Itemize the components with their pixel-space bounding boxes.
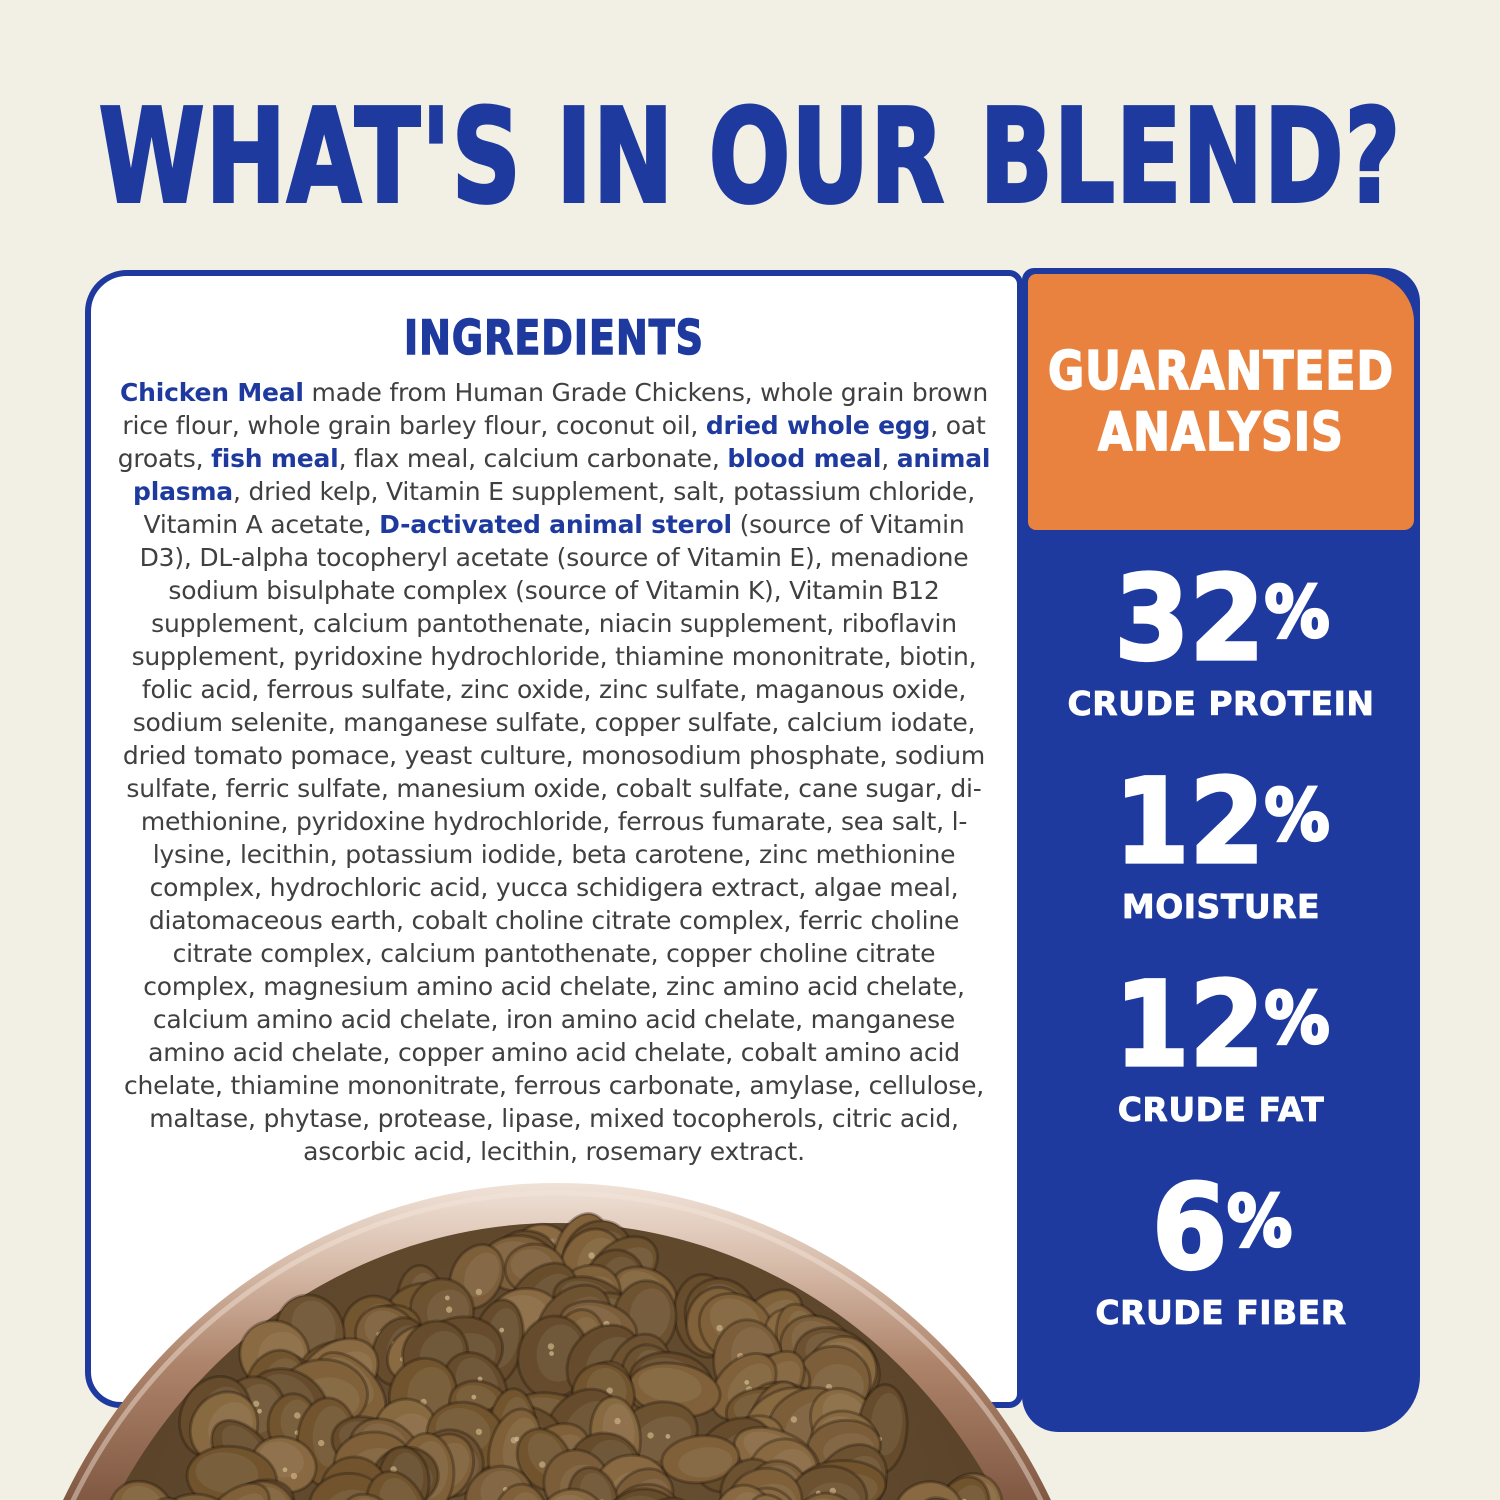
stat-value: 6% bbox=[1150, 1160, 1294, 1296]
percent-sign: % bbox=[1263, 775, 1331, 857]
analysis-stat: 6% CRUDE FIBER bbox=[1095, 1160, 1347, 1333]
ingredient-highlight: Chicken Meal bbox=[119, 378, 304, 407]
percent-sign: % bbox=[1263, 978, 1331, 1060]
analysis-stats: 32% CRUDE PROTEIN 12% MOISTURE 12% CRUDE FAT 6… bbox=[1022, 530, 1420, 1422]
ingredient-segment: (source of Vitamin D3), DL-alpha tocophe… bbox=[122, 510, 986, 1166]
guaranteed-analysis-card: GUARANTEED ANALYSIS 32% CRUDE PROTEIN 12% M… bbox=[1022, 268, 1420, 1432]
percent-sign: % bbox=[1226, 1181, 1294, 1263]
ingredients-heading: INGREDIENTS bbox=[117, 309, 991, 366]
ingredient-segment: , dried kelp, Vitamin E supplement, salt… bbox=[143, 477, 975, 539]
stat-value: 12% bbox=[1113, 754, 1331, 890]
ingredient-segment: , bbox=[881, 444, 897, 473]
ingredients-heading-text: INGREDIENTS bbox=[403, 309, 705, 366]
ingredient-highlight: D-activated animal sterol bbox=[379, 510, 732, 539]
kibble-bowl-photo bbox=[63, 1183, 1051, 1500]
stat-value: 12% bbox=[1113, 957, 1331, 1093]
page-title-text: WHAT'S IN OUR BLEND? bbox=[97, 81, 1402, 233]
analysis-stat: 12% CRUDE FAT bbox=[1113, 957, 1331, 1130]
page-title: WHAT'S IN OUR BLEND? bbox=[0, 90, 1500, 223]
ingredient-segment: , oat groats, bbox=[117, 411, 986, 473]
stat-label: MOISTURE bbox=[1121, 887, 1321, 927]
stat-value: 32% bbox=[1113, 551, 1331, 687]
ingredient-highlight: blood meal bbox=[727, 444, 882, 473]
ingredients-panel: INGREDIENTS Chicken Meal made from Human… bbox=[85, 270, 1023, 1408]
guaranteed-analysis-heading-text: GUARANTEED ANALYSIS bbox=[1047, 340, 1394, 464]
percent-sign: % bbox=[1263, 572, 1331, 654]
stat-label: CRUDE FAT bbox=[1117, 1090, 1325, 1130]
stat-label: CRUDE FIBER bbox=[1095, 1293, 1347, 1333]
ingredient-highlight: animal plasma bbox=[133, 444, 991, 506]
ingredients-text: Chicken Meal made from Human Grade Chick… bbox=[117, 376, 991, 1168]
analysis-stat: 32% CRUDE PROTEIN bbox=[1067, 551, 1375, 724]
analysis-stat: 12% MOISTURE bbox=[1113, 754, 1331, 927]
ingredient-segment: , flax meal, calcium carbonate, bbox=[338, 444, 728, 473]
ingredient-segment: made from Human Grade Chickens, whole gr… bbox=[122, 378, 989, 440]
ingredient-highlight: dried whole egg bbox=[705, 411, 931, 440]
stat-label: CRUDE PROTEIN bbox=[1067, 684, 1375, 724]
ingredient-highlight: fish meal bbox=[211, 444, 339, 473]
guaranteed-analysis-header: GUARANTEED ANALYSIS bbox=[1028, 274, 1414, 530]
